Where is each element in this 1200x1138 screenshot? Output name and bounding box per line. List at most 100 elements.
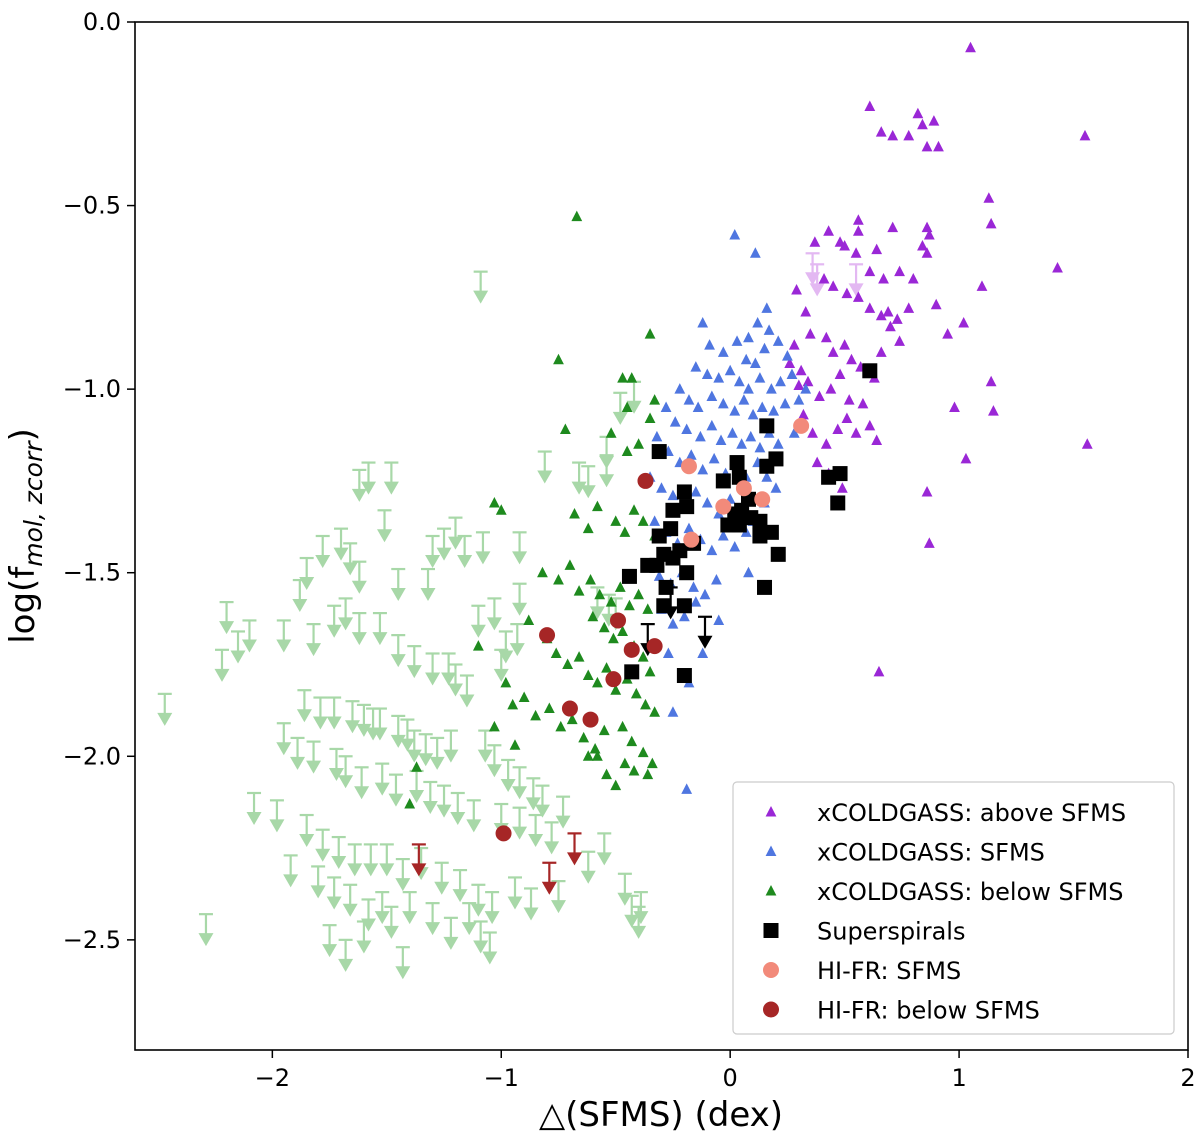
data-point — [983, 192, 995, 203]
legend-item: HI-FR: SFMS — [763, 957, 961, 985]
data-point — [731, 517, 747, 533]
data-point — [537, 450, 553, 484]
data-point — [729, 228, 741, 240]
data-point — [713, 372, 725, 383]
data-point — [1079, 129, 1091, 141]
data-point — [809, 263, 825, 297]
data-point — [676, 598, 692, 614]
data-point — [617, 720, 628, 732]
data-point — [818, 273, 830, 284]
data-point — [614, 581, 626, 592]
data-point — [624, 599, 635, 611]
data-point — [246, 791, 262, 825]
data-point — [852, 225, 864, 236]
data-point — [749, 247, 761, 258]
data-point — [697, 463, 709, 475]
data-point — [425, 652, 441, 686]
data-point — [299, 556, 315, 591]
data-point — [509, 623, 525, 657]
data-point — [486, 597, 502, 631]
legend-marker — [763, 923, 779, 938]
data-point — [988, 405, 999, 416]
data-point — [680, 458, 697, 475]
data-point — [752, 317, 764, 328]
data-point — [793, 379, 805, 390]
data-point — [466, 799, 482, 833]
data-point — [406, 645, 422, 679]
data-point — [241, 619, 257, 653]
legend-label: xCOLDGASS: SFMS — [817, 839, 1045, 867]
data-point — [598, 724, 610, 736]
data-point — [985, 217, 997, 229]
data-point — [315, 534, 331, 568]
data-point — [473, 920, 489, 954]
data-point — [754, 441, 766, 453]
data-point — [310, 865, 326, 899]
data-point — [617, 625, 628, 636]
data-point — [683, 394, 695, 405]
data-point — [619, 757, 631, 769]
data-point — [923, 537, 935, 548]
data-point — [512, 582, 528, 616]
data-point — [495, 825, 512, 842]
data-point — [669, 416, 681, 427]
data-point — [791, 284, 802, 295]
data-point — [610, 684, 622, 695]
data-point — [642, 768, 654, 780]
data-point — [633, 588, 645, 600]
data-point — [383, 905, 399, 939]
data-point — [292, 578, 308, 613]
data-point — [589, 742, 601, 754]
data-point — [619, 526, 631, 537]
data-point — [562, 658, 574, 669]
data-point — [356, 703, 372, 737]
data-point — [894, 335, 905, 346]
data-point — [921, 485, 933, 497]
data-point — [372, 611, 388, 646]
data-point — [507, 876, 523, 910]
data-point — [864, 419, 876, 431]
data-point — [958, 317, 970, 328]
data-point — [656, 482, 667, 493]
y-axis-label-main: log(f — [3, 566, 43, 644]
data-point — [559, 423, 571, 435]
data-point — [678, 610, 690, 622]
data-point — [582, 669, 594, 681]
data-point — [512, 531, 528, 565]
data-point — [447, 516, 463, 550]
data-point — [683, 522, 695, 534]
legend-marker — [765, 885, 777, 896]
data-point — [729, 405, 741, 416]
data-point — [814, 390, 825, 401]
data-point — [617, 872, 633, 906]
data-point — [759, 418, 775, 434]
data-point — [735, 480, 752, 497]
data-point — [372, 707, 388, 741]
data-point — [857, 397, 869, 409]
data-point — [567, 832, 583, 866]
data-point — [976, 280, 988, 291]
legend-marker — [763, 1001, 779, 1018]
data-point — [903, 129, 915, 141]
series-superspirals — [621, 363, 878, 684]
data-point — [679, 565, 695, 581]
data-point — [667, 706, 679, 717]
series-hi-fr-sfms — [680, 417, 810, 548]
data-point — [807, 427, 818, 438]
y-axis-label-subscript: mol, zcorr — [19, 440, 48, 567]
legend-label: Superspirals — [817, 918, 965, 946]
plot-frame — [134, 21, 1189, 1051]
data-point — [749, 357, 761, 368]
data-point — [411, 761, 422, 772]
data-point — [699, 588, 711, 600]
data-point — [644, 328, 656, 339]
data-point — [276, 722, 292, 756]
y-tick-label: −2.5 — [63, 926, 121, 954]
data-point — [390, 714, 406, 748]
data-point — [646, 757, 658, 769]
data-point — [626, 372, 638, 383]
data-point — [662, 647, 674, 658]
data-point — [500, 758, 516, 792]
data-point — [322, 924, 338, 958]
data-point — [891, 313, 903, 324]
